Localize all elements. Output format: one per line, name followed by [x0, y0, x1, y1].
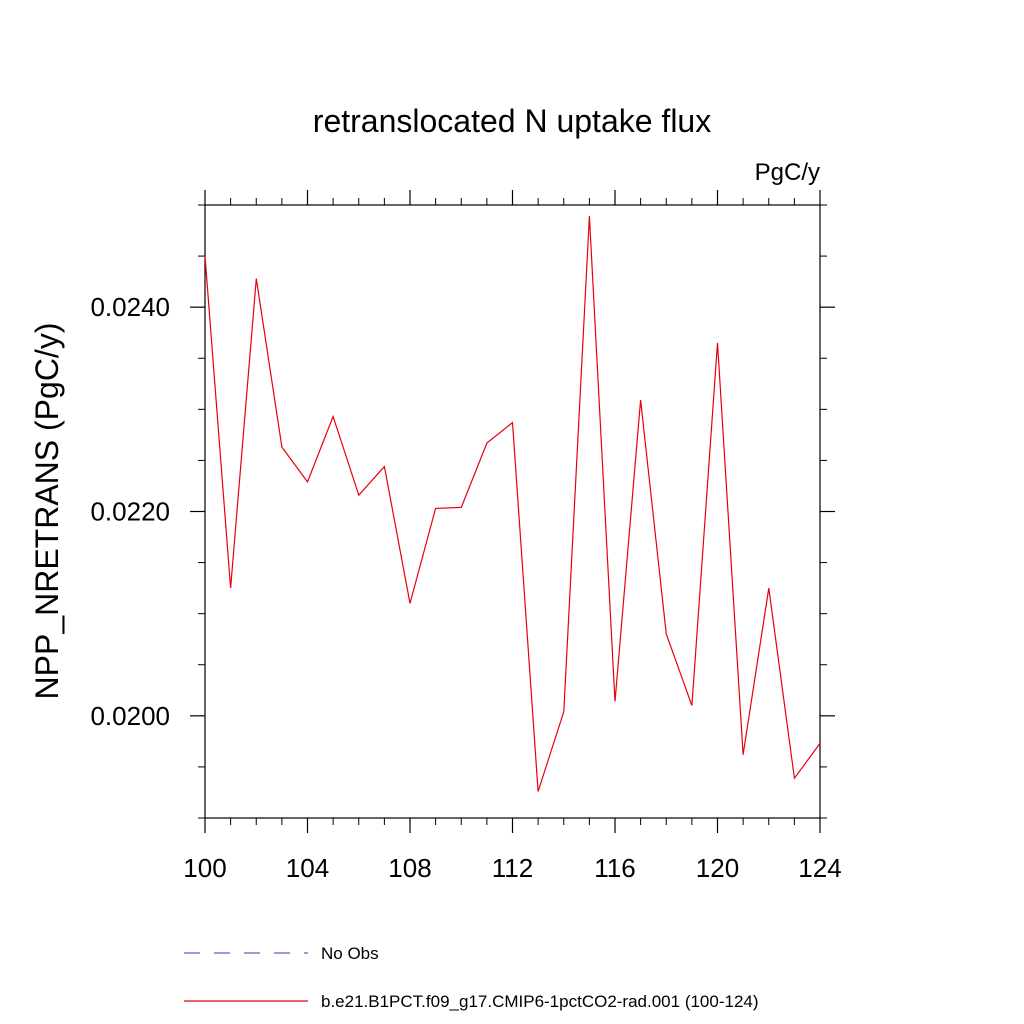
series-layer — [204, 216, 821, 792]
legend-label: No Obs — [321, 944, 379, 963]
legend-label: b.e21.B1PCT.f09_g17.CMIP6-1pctCO2-rad.00… — [321, 992, 759, 1011]
x-tick-label: 104 — [286, 853, 329, 883]
x-tick-label: 108 — [388, 853, 431, 883]
x-tick-label: 120 — [696, 853, 739, 883]
chart-title: retranslocated N uptake flux — [313, 103, 711, 139]
y-tick-label: 0.0200 — [90, 701, 170, 731]
y-tick-label: 0.0240 — [90, 292, 170, 322]
series-line — [204, 216, 821, 792]
y-axis-label: NPP_NRETRANS (PgC/y) — [29, 323, 65, 700]
x-tick-label: 112 — [492, 853, 533, 883]
legend: No Obs b.e21.B1PCT.f09_g17.CMIP6-1pctCO2-… — [184, 944, 759, 1011]
x-tick-label: 100 — [183, 853, 226, 883]
axis-tick-labels: 100 104 108 112 116 120 124 0.0200 0.0220 0.0240 — [90, 292, 841, 883]
axis-ticks — [190, 190, 835, 833]
units-label: PgC/y — [755, 159, 820, 186]
y-tick-label: 0.0220 — [90, 497, 170, 527]
x-tick-label: 124 — [798, 853, 841, 883]
x-tick-label: 116 — [594, 853, 635, 883]
